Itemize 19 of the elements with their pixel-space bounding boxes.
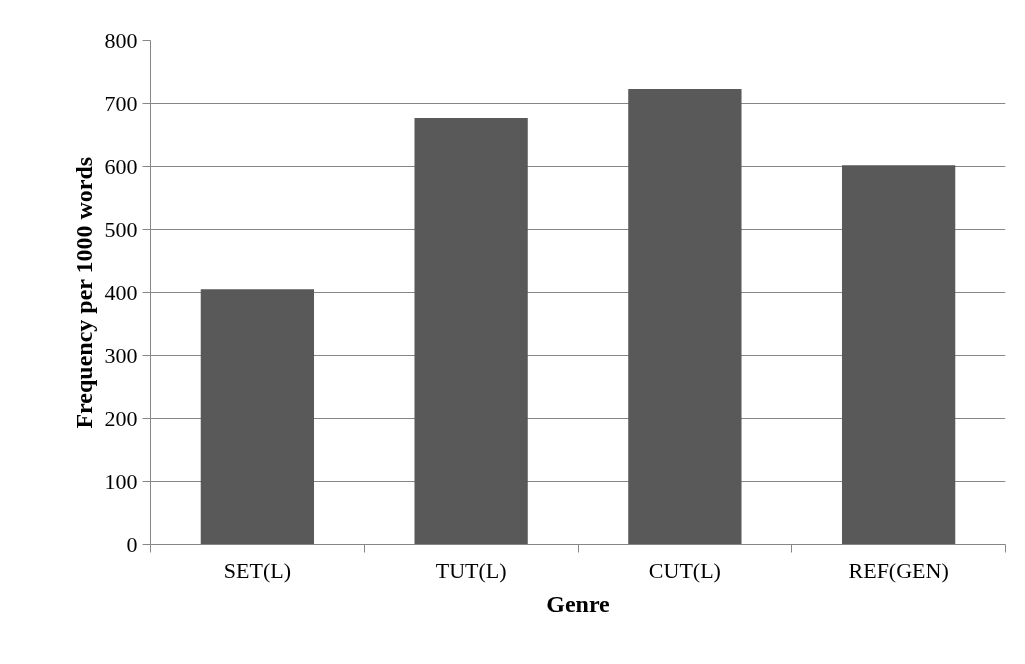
y-tick-label: 800 bbox=[104, 27, 138, 53]
y-tick-label: 0 bbox=[126, 531, 138, 557]
bar bbox=[200, 289, 315, 545]
x-tick-label: SET(L) bbox=[223, 557, 291, 583]
y-tick-label: 500 bbox=[104, 216, 138, 242]
y-axis-title: Frequency per 1000 words bbox=[70, 156, 97, 429]
y-tick-label: 700 bbox=[104, 90, 138, 116]
y-tick-label: 200 bbox=[104, 405, 138, 431]
y-tick-label: 400 bbox=[104, 279, 138, 305]
x-axis-title: Genre bbox=[546, 590, 611, 617]
x-tick-label: CUT(L) bbox=[648, 557, 721, 583]
y-tick-label: 300 bbox=[104, 342, 138, 368]
y-tick-label: 600 bbox=[104, 153, 138, 179]
x-tick-label: TUT(L) bbox=[435, 557, 507, 583]
bar bbox=[841, 165, 956, 545]
y-tick-label: 100 bbox=[104, 468, 138, 494]
bar bbox=[628, 89, 742, 545]
x-tick-label: REF(GEN) bbox=[848, 557, 949, 583]
bar bbox=[414, 117, 528, 545]
